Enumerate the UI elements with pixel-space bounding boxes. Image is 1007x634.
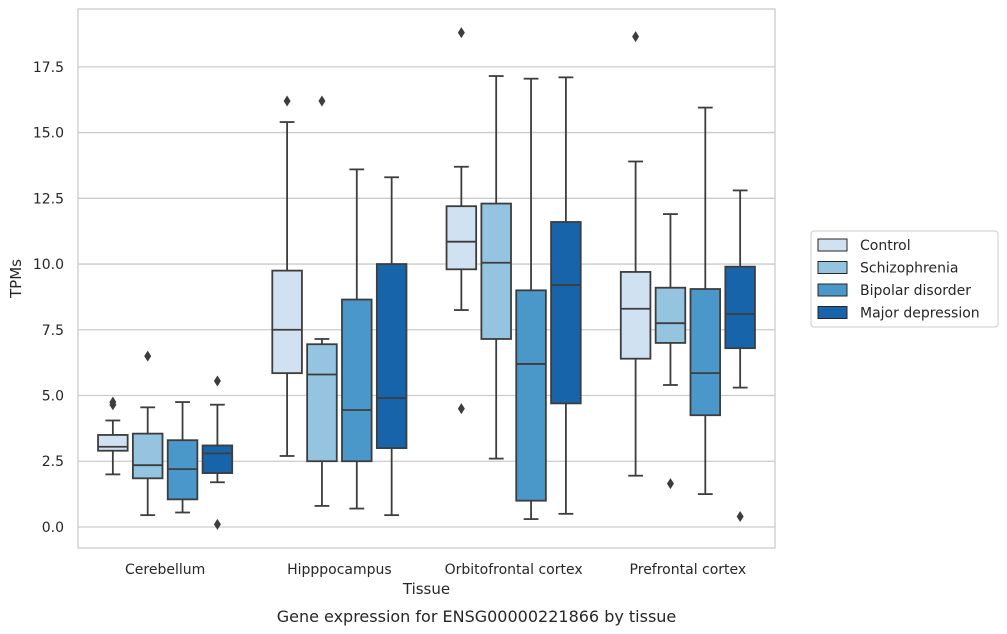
- legend: Control Schizophrenia Bipolar disorder Majo…: [810, 230, 999, 328]
- box: [131, 432, 164, 480]
- box-plot: [445, 27, 478, 415]
- box-plot: [515, 77, 547, 520]
- legend-item: Schizophrenia: [817, 261, 958, 277]
- outlier-point: [283, 95, 291, 107]
- legend-label: Control: [860, 238, 911, 254]
- box-plot: [550, 76, 582, 515]
- x-tick-label: Prefrontal cortex: [630, 562, 747, 578]
- outlier-point: [457, 403, 465, 415]
- legend-swatch: [817, 238, 848, 252]
- y-tick-label: 15.0: [33, 126, 64, 142]
- legend-frame: [810, 230, 999, 328]
- box: [306, 343, 338, 463]
- legend-swatch: [817, 283, 848, 297]
- box-plot: [306, 95, 338, 507]
- box-plot: [654, 213, 687, 490]
- legend-swatch: [817, 261, 848, 274]
- box-plot: [201, 375, 234, 530]
- outlier-point: [144, 350, 152, 362]
- x-tick-labels: Cerebellum Hipppocampus Orbitofrontal cort…: [125, 562, 746, 578]
- box: [550, 221, 582, 405]
- box: [271, 269, 303, 375]
- legend-label: Schizophrenia: [860, 261, 958, 277]
- legend-item: Control: [817, 238, 911, 254]
- box-plot: [480, 75, 512, 460]
- box-series: [97, 27, 756, 530]
- box-plot: [341, 168, 373, 510]
- box: [480, 202, 512, 340]
- outlier-point: [213, 375, 221, 387]
- box-plot: [271, 95, 303, 457]
- box: [654, 286, 687, 344]
- y-tick-labels: 0.0 2.5 5.0 7.5 10.0 12.5 15.0 17.5: [33, 60, 64, 536]
- box-plot: [131, 350, 164, 517]
- x-tick-label: Hipppocampus: [287, 562, 392, 578]
- legend-label: Bipolar disorder: [860, 283, 971, 299]
- y-tick-label: 10.0: [33, 257, 64, 273]
- box: [445, 205, 478, 271]
- box-plot: [619, 31, 652, 477]
- box: [689, 288, 722, 417]
- box-plot: [375, 176, 408, 517]
- series-control: [97, 27, 652, 477]
- chart-caption: Gene expression for ENSG00000221866 by t…: [277, 607, 677, 626]
- legend-item: Bipolar disorder: [817, 283, 971, 299]
- y-tick-label: 17.5: [33, 60, 64, 76]
- outlier-point: [457, 27, 465, 39]
- box-plot: [689, 106, 722, 496]
- y-tick-label: 2.5: [42, 454, 64, 470]
- box-plot: [166, 401, 199, 514]
- y-axis-label: TPMs: [7, 259, 25, 299]
- outlier-point: [736, 510, 744, 522]
- series-schizophrenia: [131, 75, 687, 517]
- x-axis-label: Tissue: [402, 580, 450, 598]
- box: [341, 298, 373, 463]
- legend-swatch: [817, 306, 848, 319]
- x-tick-label: Orbitofrontal cortex: [445, 562, 583, 578]
- box: [724, 265, 756, 350]
- legend-item: Major depression: [817, 306, 980, 322]
- box-plot: [724, 189, 756, 522]
- outlier-point: [109, 396, 117, 408]
- y-tick-label: 7.5: [42, 323, 64, 339]
- y-tick-label: 5.0: [42, 389, 64, 405]
- outlier-point: [318, 95, 326, 107]
- box: [375, 263, 408, 449]
- series-bipolar-disorder: [166, 77, 722, 520]
- outlier-point: [632, 31, 640, 43]
- y-tick-label: 0.0: [42, 520, 64, 536]
- box: [201, 444, 234, 474]
- box: [97, 434, 129, 452]
- box-plot: [97, 396, 129, 476]
- legend-label: Major depression: [860, 306, 980, 322]
- outlier-point: [213, 518, 221, 530]
- outlier-point: [666, 478, 674, 490]
- plot-frame: [77, 8, 776, 549]
- y-tick-label: 12.5: [33, 191, 64, 207]
- box: [619, 271, 652, 360]
- box: [515, 289, 547, 502]
- series-major-depression: [201, 76, 756, 530]
- x-tick-label: Cerebellum: [125, 562, 205, 578]
